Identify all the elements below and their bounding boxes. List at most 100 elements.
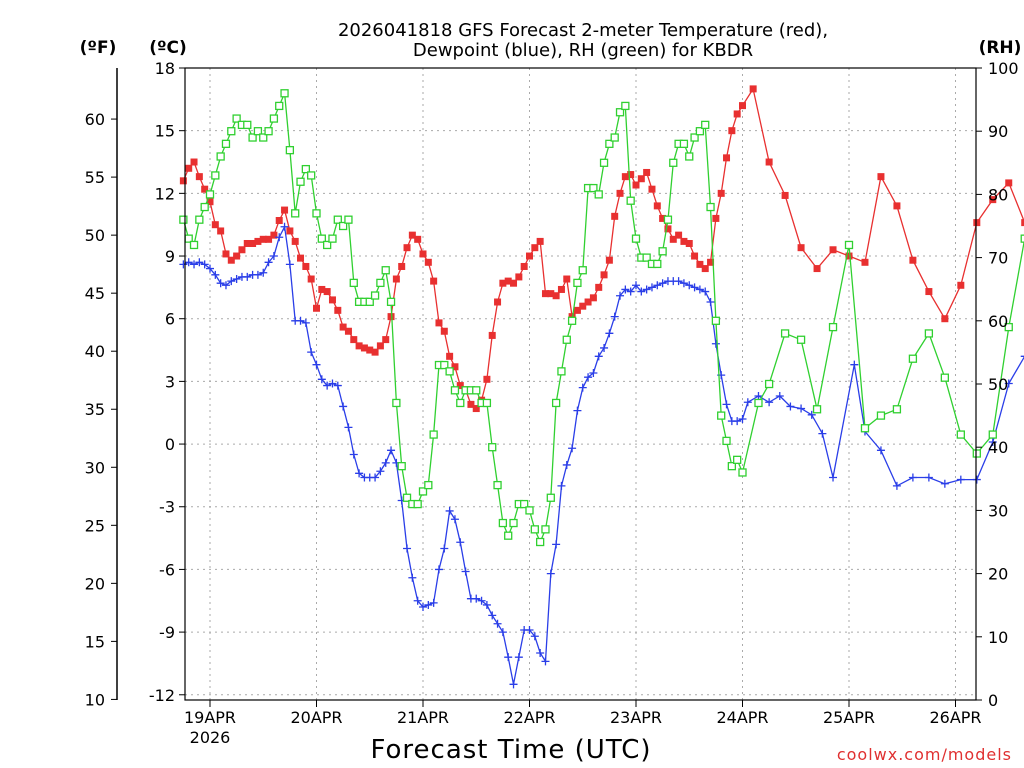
temperature-point bbox=[376, 342, 384, 350]
dewpoint-point bbox=[658, 279, 667, 288]
series-0 bbox=[179, 85, 1024, 413]
temperature-point bbox=[472, 405, 480, 413]
temperature-point bbox=[627, 171, 635, 179]
temperature-point bbox=[494, 298, 502, 306]
rh-point bbox=[189, 240, 199, 250]
rh-point bbox=[642, 253, 651, 262]
temperature-point bbox=[185, 164, 193, 172]
dewpoint-point bbox=[200, 260, 209, 269]
rh-tick-label: 40 bbox=[988, 438, 1008, 457]
rh-point bbox=[211, 171, 220, 180]
temperature-point bbox=[467, 400, 475, 408]
temperature-point bbox=[547, 290, 555, 298]
rh-point bbox=[397, 462, 406, 471]
rh-tick-label: 20 bbox=[988, 565, 1008, 584]
temperature-point bbox=[488, 331, 496, 339]
rh-tick-label: 60 bbox=[988, 312, 1008, 331]
dewpoint-point bbox=[552, 540, 561, 549]
rh-point bbox=[365, 297, 374, 306]
dewpoint-point bbox=[775, 392, 784, 401]
dewpoint-point bbox=[743, 398, 752, 407]
fahrenheit-tick-label: 60 bbox=[85, 110, 105, 129]
rh-point bbox=[679, 139, 689, 148]
temperature-point bbox=[648, 185, 656, 193]
rh-point bbox=[296, 177, 305, 186]
temperature-point bbox=[344, 327, 352, 335]
temperature-point bbox=[723, 154, 731, 162]
temperature-point bbox=[238, 246, 246, 254]
dewpoint-point bbox=[525, 626, 534, 635]
dewpoint-point bbox=[546, 569, 555, 578]
temperature-point bbox=[541, 290, 549, 298]
rh-point bbox=[940, 373, 949, 382]
temperature-point bbox=[307, 275, 315, 283]
rh-point bbox=[386, 297, 396, 306]
rh-point bbox=[338, 221, 348, 231]
chart-title-line2: Dewpoint (blue), RH (green) for KBDR bbox=[413, 40, 753, 61]
rh-point bbox=[349, 278, 358, 288]
rh-point bbox=[200, 202, 209, 212]
temperature-point bbox=[371, 348, 379, 356]
rh-point bbox=[280, 89, 289, 98]
dewpoint-point bbox=[440, 544, 449, 553]
rh-point bbox=[536, 537, 545, 547]
rh-point bbox=[402, 493, 412, 502]
rh-point bbox=[972, 449, 981, 458]
temperature-point bbox=[275, 217, 283, 225]
temperature-point bbox=[669, 235, 677, 243]
temperature-point bbox=[664, 225, 672, 233]
temperature-point bbox=[600, 271, 608, 279]
dewpoint-point bbox=[711, 339, 720, 348]
celsius-tick-label: 12 bbox=[155, 184, 175, 203]
temperature-point bbox=[605, 256, 613, 264]
dewpoint-point bbox=[381, 458, 390, 467]
rh-point bbox=[269, 114, 279, 123]
temperature-point bbox=[989, 196, 997, 204]
temperature-point bbox=[957, 281, 965, 289]
rh-point bbox=[450, 386, 460, 395]
dewpoint-point bbox=[578, 383, 587, 392]
temperature-point bbox=[557, 285, 565, 293]
temperature-point bbox=[739, 102, 746, 110]
temperature-point bbox=[701, 265, 709, 273]
x-axis-title: Forecast Time (UTC) bbox=[370, 735, 651, 765]
x-tick-label: 21APR bbox=[397, 708, 449, 727]
dewpoint-point bbox=[940, 479, 949, 488]
temperature-point bbox=[318, 285, 326, 293]
x-tick-label: 20APR bbox=[290, 708, 342, 727]
rh-point bbox=[216, 152, 225, 161]
temperature-point bbox=[712, 214, 720, 222]
dewpoint-point bbox=[355, 469, 364, 478]
rh-point bbox=[695, 127, 705, 136]
dewpoint-point bbox=[419, 603, 427, 612]
dewpoint-point bbox=[456, 538, 465, 547]
dewpoint-point bbox=[829, 473, 838, 482]
dewpoint-point bbox=[589, 369, 598, 378]
dewpoint-point bbox=[344, 423, 353, 432]
temperature-point bbox=[531, 244, 539, 252]
rh-point bbox=[796, 335, 806, 344]
rh-point bbox=[504, 531, 513, 540]
rh-point bbox=[860, 424, 870, 433]
x-tick-label: 25APR bbox=[823, 708, 875, 727]
fahrenheit-tick-label: 15 bbox=[85, 632, 105, 651]
rh-point bbox=[567, 316, 577, 325]
dewpoint-point bbox=[557, 481, 566, 490]
rh-point bbox=[418, 487, 428, 496]
temperature-point bbox=[845, 252, 853, 260]
dewpoint-point bbox=[408, 573, 417, 582]
temperature-point bbox=[201, 185, 209, 193]
temperature-point bbox=[941, 315, 949, 323]
temperature-point bbox=[430, 277, 438, 285]
dewpoint-point bbox=[738, 414, 747, 423]
temperature-point bbox=[254, 237, 262, 245]
temperature-point bbox=[291, 237, 299, 245]
dewpoint-point bbox=[674, 277, 683, 286]
dewpoint-point bbox=[424, 600, 433, 609]
dewpoint-point bbox=[541, 657, 550, 666]
rh-point bbox=[690, 133, 699, 142]
dewpoint-point bbox=[807, 410, 816, 419]
x-tick-label: 19APR bbox=[184, 708, 236, 727]
rh-tick-label: 70 bbox=[988, 249, 1008, 268]
temperature-point bbox=[696, 260, 704, 268]
